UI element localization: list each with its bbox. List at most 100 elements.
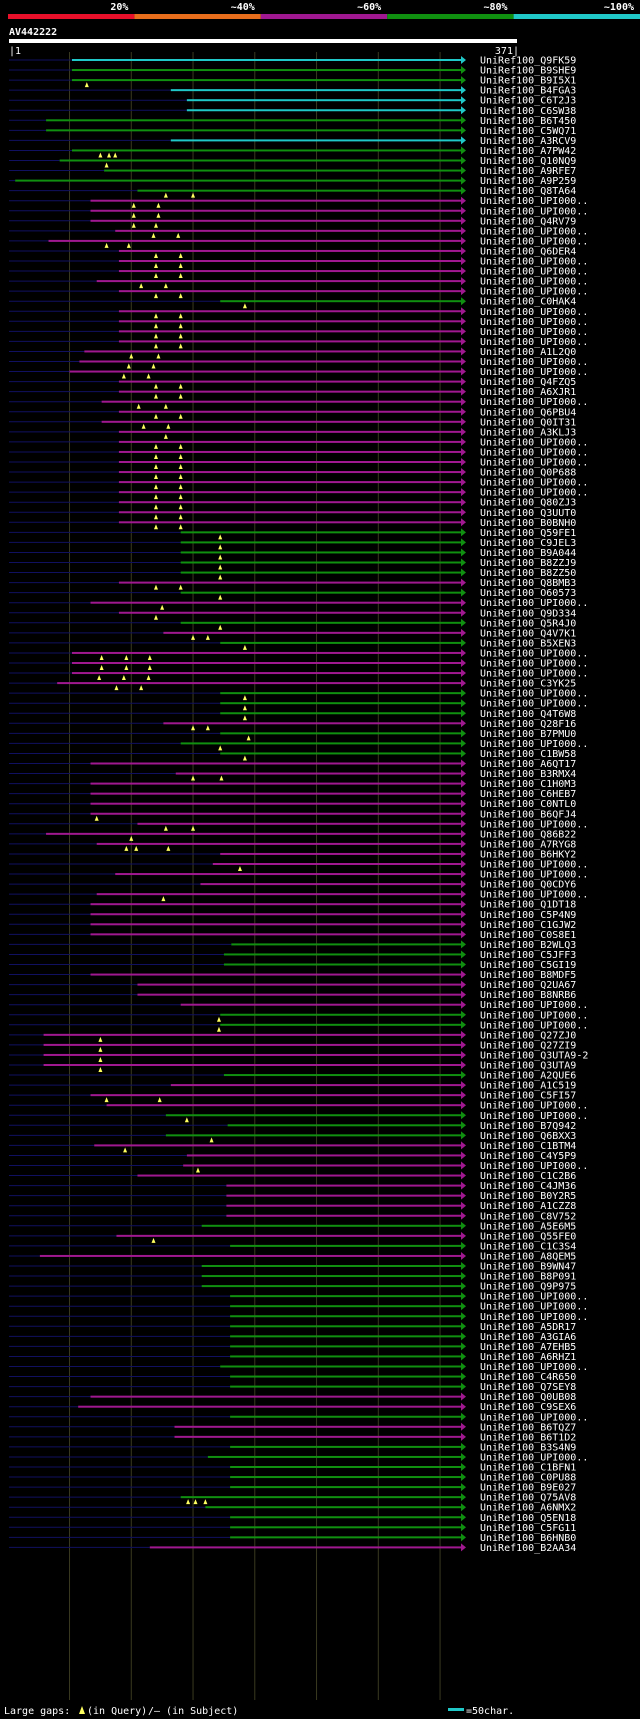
hit-label[interactable]: UniRef100_B8MDF5: [480, 970, 576, 981]
hit-row[interactable]: UniRef100_Q8BMB3: [9, 578, 576, 590]
hit-row[interactable]: UniRef100_B9E027: [9, 1483, 576, 1494]
hit-label[interactable]: UniRef100_A9RFE7: [480, 166, 576, 177]
hit-label[interactable]: UniRef100_B8ZZJ9: [480, 558, 576, 569]
hit-row[interactable]: UniRef100_C0PU88: [9, 1473, 576, 1484]
hit-label[interactable]: UniRef100_C4Y5P9: [480, 1151, 576, 1162]
hit-row[interactable]: UniRef100_A6NMX2: [9, 1503, 576, 1514]
hit-label[interactable]: UniRef100_UPI000..: [480, 1412, 588, 1423]
hit-row[interactable]: UniRef100_Q9P975: [9, 1282, 576, 1293]
hit-label[interactable]: UniRef100_Q9D334: [480, 608, 576, 619]
hit-row[interactable]: UniRef100_A1CZZ8: [9, 1201, 576, 1212]
hit-label[interactable]: UniRef100_UPI000..: [480, 669, 588, 680]
hit-label[interactable]: UniRef100_B8ZZ50: [480, 568, 576, 579]
hit-label[interactable]: UniRef100_A3KLJ3: [480, 427, 576, 438]
hit-row[interactable]: UniRef100_C4JM36: [9, 1181, 576, 1192]
hit-label[interactable]: UniRef100_C6SW38: [480, 106, 576, 117]
hit-row[interactable]: UniRef100_B6HNB0: [9, 1533, 576, 1544]
hit-label[interactable]: UniRef100_C9SEX6: [480, 1402, 576, 1413]
hit-label[interactable]: UniRef100_UPI000..: [480, 1101, 588, 1112]
hit-label[interactable]: UniRef100_UPI000..: [480, 819, 588, 830]
hit-row[interactable]: UniRef100_UPI000..: [9, 206, 588, 218]
hit-row[interactable]: UniRef100_UPI000..: [9, 1292, 588, 1303]
hit-row[interactable]: UniRef100_UPI000..: [9, 397, 588, 409]
hit-row[interactable]: UniRef100_A6QT17: [9, 759, 576, 770]
hit-label[interactable]: UniRef100_C0NTL0: [480, 799, 576, 810]
hit-label[interactable]: UniRef100_A1C519: [480, 1081, 576, 1092]
hit-row[interactable]: UniRef100_UPI000..: [9, 327, 588, 339]
hit-row[interactable]: UniRef100_Q6PBU4: [9, 407, 576, 419]
hit-row[interactable]: UniRef100_UPI000..: [9, 458, 588, 470]
hit-row[interactable]: UniRef100_Q4V7K1: [9, 628, 576, 640]
hit-row[interactable]: UniRef100_UPI000..: [9, 307, 588, 319]
hit-label[interactable]: UniRef100_UPI000..: [480, 1161, 588, 1172]
hit-row[interactable]: UniRef100_UPI000..: [9, 669, 588, 681]
hit-label[interactable]: UniRef100_UPI000..: [480, 226, 588, 237]
hit-label[interactable]: UniRef100_B0Y2R5: [480, 1191, 576, 1202]
hit-row[interactable]: UniRef100_C0HAK4: [9, 297, 576, 309]
hit-row[interactable]: UniRef100_Q27ZI9: [9, 1040, 576, 1052]
hit-label[interactable]: UniRef100_UPI000..: [480, 598, 588, 609]
hit-row[interactable]: UniRef100_A5DR17: [9, 1322, 576, 1333]
hit-label[interactable]: UniRef100_UPI000..: [480, 447, 588, 458]
hit-row[interactable]: UniRef100_A8QEM5: [9, 1251, 576, 1262]
hit-row[interactable]: UniRef100_B8ZZ50: [9, 568, 576, 580]
hit-row[interactable]: UniRef100_UPI000..: [9, 1111, 588, 1123]
hit-label[interactable]: UniRef100_Q27ZJ0: [480, 1030, 576, 1041]
hit-label[interactable]: UniRef100_Q55FE0: [480, 1231, 576, 1242]
hit-row[interactable]: UniRef100_UPI000..: [9, 226, 588, 238]
hit-label[interactable]: UniRef100_A6RHZ1: [480, 1352, 576, 1363]
hit-row[interactable]: UniRef100_UPI000..: [9, 689, 588, 701]
hit-label[interactable]: UniRef100_UPI000..: [480, 277, 588, 288]
hit-label[interactable]: UniRef100_UPI000..: [480, 1020, 588, 1031]
hit-label[interactable]: UniRef100_Q10NQ9: [480, 156, 576, 167]
hit-label[interactable]: UniRef100_C5WQ71: [480, 126, 576, 137]
hit-label[interactable]: UniRef100_A6NMX2: [480, 1503, 576, 1514]
hit-label[interactable]: UniRef100_UPI000..: [480, 890, 588, 901]
hit-label[interactable]: UniRef100_UPI000..: [480, 196, 588, 207]
hit-row[interactable]: UniRef100_C5FI57: [9, 1091, 576, 1103]
hit-label[interactable]: UniRef100_C3YK25: [480, 679, 576, 690]
hit-row[interactable]: UniRef100_A1C519: [9, 1081, 576, 1092]
hit-row[interactable]: UniRef100_B8ZZJ9: [9, 558, 576, 570]
hit-label[interactable]: UniRef100_B5XEN3: [480, 638, 576, 649]
hit-label[interactable]: UniRef100_C0S8E1: [480, 930, 576, 941]
hit-label[interactable]: UniRef100_C1C3S4: [480, 1241, 576, 1252]
hit-row[interactable]: UniRef100_C4R650: [9, 1372, 576, 1383]
hit-label[interactable]: UniRef100_Q6BXX3: [480, 1131, 576, 1142]
hit-row[interactable]: UniRef100_UPI000..: [9, 1101, 588, 1112]
hit-label[interactable]: UniRef100_Q0P688: [480, 468, 576, 479]
hit-row[interactable]: UniRef100_B6T1D2: [9, 1432, 576, 1443]
hit-label[interactable]: UniRef100_Q80ZJ3: [480, 498, 576, 509]
hit-row[interactable]: UniRef100_UPI000..: [9, 1362, 588, 1373]
hit-label[interactable]: UniRef100_Q4FZQ5: [480, 377, 576, 388]
hit-label[interactable]: UniRef100_B2WLQ3: [480, 940, 576, 951]
hit-label[interactable]: UniRef100_UPI000..: [480, 257, 588, 268]
hit-label[interactable]: UniRef100_B6HKY2: [480, 849, 576, 860]
hit-label[interactable]: UniRef100_UPI000..: [480, 1111, 588, 1122]
hit-label[interactable]: UniRef100_UPI000..: [480, 739, 588, 750]
hit-label[interactable]: UniRef100_Q27ZI9: [480, 1040, 576, 1051]
hit-label[interactable]: UniRef100_C5GI19: [480, 960, 576, 971]
hit-row[interactable]: UniRef100_UPI000..: [9, 648, 588, 660]
hit-row[interactable]: UniRef100_Q1DT18: [9, 900, 576, 911]
hit-row[interactable]: UniRef100_Q6BXX3: [9, 1131, 576, 1143]
hit-row[interactable]: UniRef100_C1C3S4: [9, 1241, 576, 1252]
hit-row[interactable]: UniRef100_UPI000..: [9, 1161, 588, 1173]
hit-label[interactable]: UniRef100_UPI000..: [480, 1452, 588, 1463]
hit-row[interactable]: UniRef100_B6QFJ4: [9, 809, 576, 821]
hit-label[interactable]: UniRef100_UPI000..: [480, 1312, 588, 1323]
hit-row[interactable]: UniRef100_UPI000..: [9, 357, 588, 369]
hit-label[interactable]: UniRef100_Q4T6W8: [480, 709, 576, 720]
hit-row[interactable]: UniRef100_O60573: [9, 588, 576, 600]
hit-row[interactable]: UniRef100_C4Y5P9: [9, 1151, 576, 1162]
hit-row[interactable]: UniRef100_C1H0M3: [9, 779, 576, 790]
hit-row[interactable]: UniRef100_B2WLQ3: [9, 940, 576, 951]
hit-row[interactable]: UniRef100_A3RCV9: [9, 136, 576, 147]
hit-label[interactable]: UniRef100_C5P4N9: [480, 910, 576, 921]
hit-row[interactable]: UniRef100_A6XJR1: [9, 387, 576, 399]
hit-row[interactable]: UniRef100_UPI000..: [9, 739, 588, 751]
hit-label[interactable]: UniRef100_B9I5X1: [480, 76, 576, 87]
hit-row[interactable]: UniRef100_C6HEB7: [9, 789, 576, 800]
hit-row[interactable]: UniRef100_A6RHZ1: [9, 1352, 576, 1363]
hit-label[interactable]: UniRef100_Q8BMB3: [480, 578, 576, 589]
